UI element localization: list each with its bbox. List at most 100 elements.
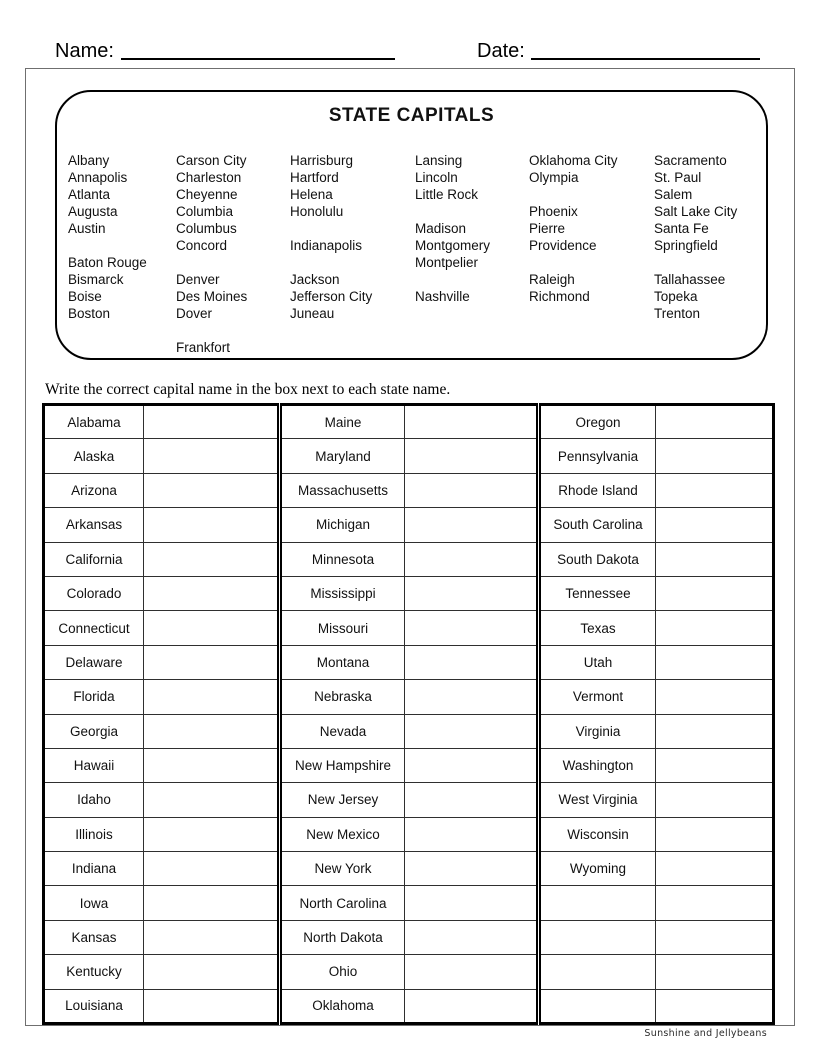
capital-answer-box[interactable] [655, 816, 774, 853]
state-name-cell: Wyoming [536, 851, 656, 887]
capital-name: Little Rock [415, 187, 479, 202]
capital-name: Pierre [529, 221, 566, 236]
capital-name: Juneau [290, 306, 335, 321]
capital-name: Santa Fe [654, 221, 709, 236]
state-name-cell: Colorado [43, 575, 144, 612]
capital-name: Frankfort [176, 340, 231, 355]
capital-answer-box[interactable] [143, 782, 280, 818]
capital-answer-box[interactable] [655, 610, 774, 646]
state-name-cell: Florida [43, 679, 144, 715]
capital-answer-box[interactable] [655, 747, 774, 784]
capital-answer-box[interactable] [655, 782, 774, 818]
capital-answer-box[interactable] [404, 472, 539, 509]
capital-answer-box[interactable] [655, 472, 774, 509]
bank-blank-line [68, 322, 176, 339]
capital-answer-box[interactable] [143, 919, 280, 956]
state-name-cell: Utah [536, 644, 656, 681]
capital-answer-box[interactable] [143, 851, 280, 887]
state-name-cell: Maine [277, 403, 405, 440]
table-row: Georgia Nevada Virginia [43, 713, 774, 749]
capital-name: Nashville [415, 289, 470, 304]
capital-answer-box[interactable] [655, 438, 774, 474]
capital-answer-box[interactable] [404, 541, 539, 577]
capital-answer-box[interactable] [404, 782, 539, 818]
capital-answer-box[interactable] [404, 713, 539, 749]
capital-answer-box[interactable] [655, 851, 774, 887]
state-name-cell: West Virginia [536, 782, 656, 818]
state-name-cell: California [43, 541, 144, 577]
capital-answer-box[interactable] [143, 403, 280, 440]
bank-blank-line [176, 254, 290, 271]
capital-answer-box[interactable] [143, 575, 280, 612]
capital-answer-box[interactable] [655, 919, 774, 956]
capital-answer-box[interactable] [143, 507, 280, 543]
capital-answer-box[interactable] [404, 507, 539, 543]
name-blank-line[interactable] [121, 42, 395, 60]
capital-name: Des Moines [176, 289, 248, 304]
capital-answer-box[interactable] [143, 885, 280, 921]
capital-answer-box[interactable] [143, 472, 280, 509]
capital-answer-box[interactable] [404, 575, 539, 612]
capital-answer-box[interactable] [143, 679, 280, 715]
capital-answer-box[interactable] [143, 954, 280, 990]
capital-name: Atlanta [68, 187, 111, 202]
capital-answer-box[interactable] [655, 885, 774, 921]
state-name-cell: Maryland [277, 438, 405, 474]
capital-answer-box[interactable] [143, 438, 280, 474]
state-name-cell: Nevada [277, 713, 405, 749]
capital-answer-box[interactable] [143, 644, 280, 681]
capital-answer-box[interactable] [143, 747, 280, 784]
bank-blank-line [415, 339, 529, 356]
bank-blank-line [415, 203, 529, 220]
capital-answer-box[interactable] [404, 851, 539, 887]
capital-name: Austin [68, 221, 106, 236]
capital-answer-box[interactable] [404, 919, 539, 956]
capital-answer-box[interactable] [655, 713, 774, 749]
capital-name: Denver [176, 272, 220, 287]
capital-answer-box[interactable] [655, 403, 774, 440]
state-name-cell: Mississippi [277, 575, 405, 612]
date-blank-line[interactable] [531, 42, 760, 60]
capital-answer-box[interactable] [655, 507, 774, 543]
capital-answer-box[interactable] [404, 610, 539, 646]
capital-answer-box[interactable] [404, 747, 539, 784]
state-name-cell: New York [277, 851, 405, 887]
capital-answer-box[interactable] [143, 610, 280, 646]
capital-answer-box[interactable] [143, 713, 280, 749]
capital-name: Columbus [176, 221, 237, 236]
state-name-cell: Kansas [43, 919, 144, 956]
capital-answer-box[interactable] [404, 679, 539, 715]
capital-name: Columbia [176, 204, 234, 219]
capital-answer-box[interactable] [404, 885, 539, 921]
state-name-cell: Alabama [43, 403, 144, 440]
capital-answer-box[interactable] [143, 988, 280, 1025]
capital-answer-box[interactable] [404, 438, 539, 474]
bank-blank-line [290, 339, 415, 356]
capital-answer-box[interactable] [655, 954, 774, 990]
capital-answer-box[interactable] [404, 988, 539, 1025]
instruction-text: Write the correct capital name in the bo… [45, 381, 451, 398]
capital-answer-box[interactable] [404, 816, 539, 853]
capital-answer-box[interactable] [143, 816, 280, 853]
capital-answer-box[interactable] [404, 954, 539, 990]
state-name-cell: North Dakota [277, 919, 405, 956]
states-table-body: Alabama Maine Oregon Alaska Maryland Pennsylv… [43, 403, 774, 1025]
capital-answer-box[interactable] [655, 679, 774, 715]
bank-blank-line [529, 254, 654, 271]
capital-name: Oklahoma City [529, 153, 618, 168]
capital-name: Richmond [529, 289, 590, 304]
capital-answer-box[interactable] [655, 541, 774, 577]
capital-name: St. Paul [654, 170, 702, 185]
capital-answer-box[interactable] [404, 644, 539, 681]
state-name-cell: Idaho [43, 782, 144, 818]
capital-answer-box[interactable] [655, 575, 774, 612]
capital-answer-box[interactable] [655, 988, 774, 1025]
state-name-cell: Wisconsin [536, 816, 656, 853]
capital-answer-box[interactable] [655, 644, 774, 681]
capital-answer-box[interactable] [404, 403, 539, 440]
capital-answer-box[interactable] [143, 541, 280, 577]
state-name-cell: Ohio [277, 954, 405, 990]
table-row: Idaho New Jersey West Virginia [43, 782, 774, 818]
state-name-cell: Rhode Island [536, 472, 656, 509]
capital-name: Cheyenne [176, 187, 238, 202]
